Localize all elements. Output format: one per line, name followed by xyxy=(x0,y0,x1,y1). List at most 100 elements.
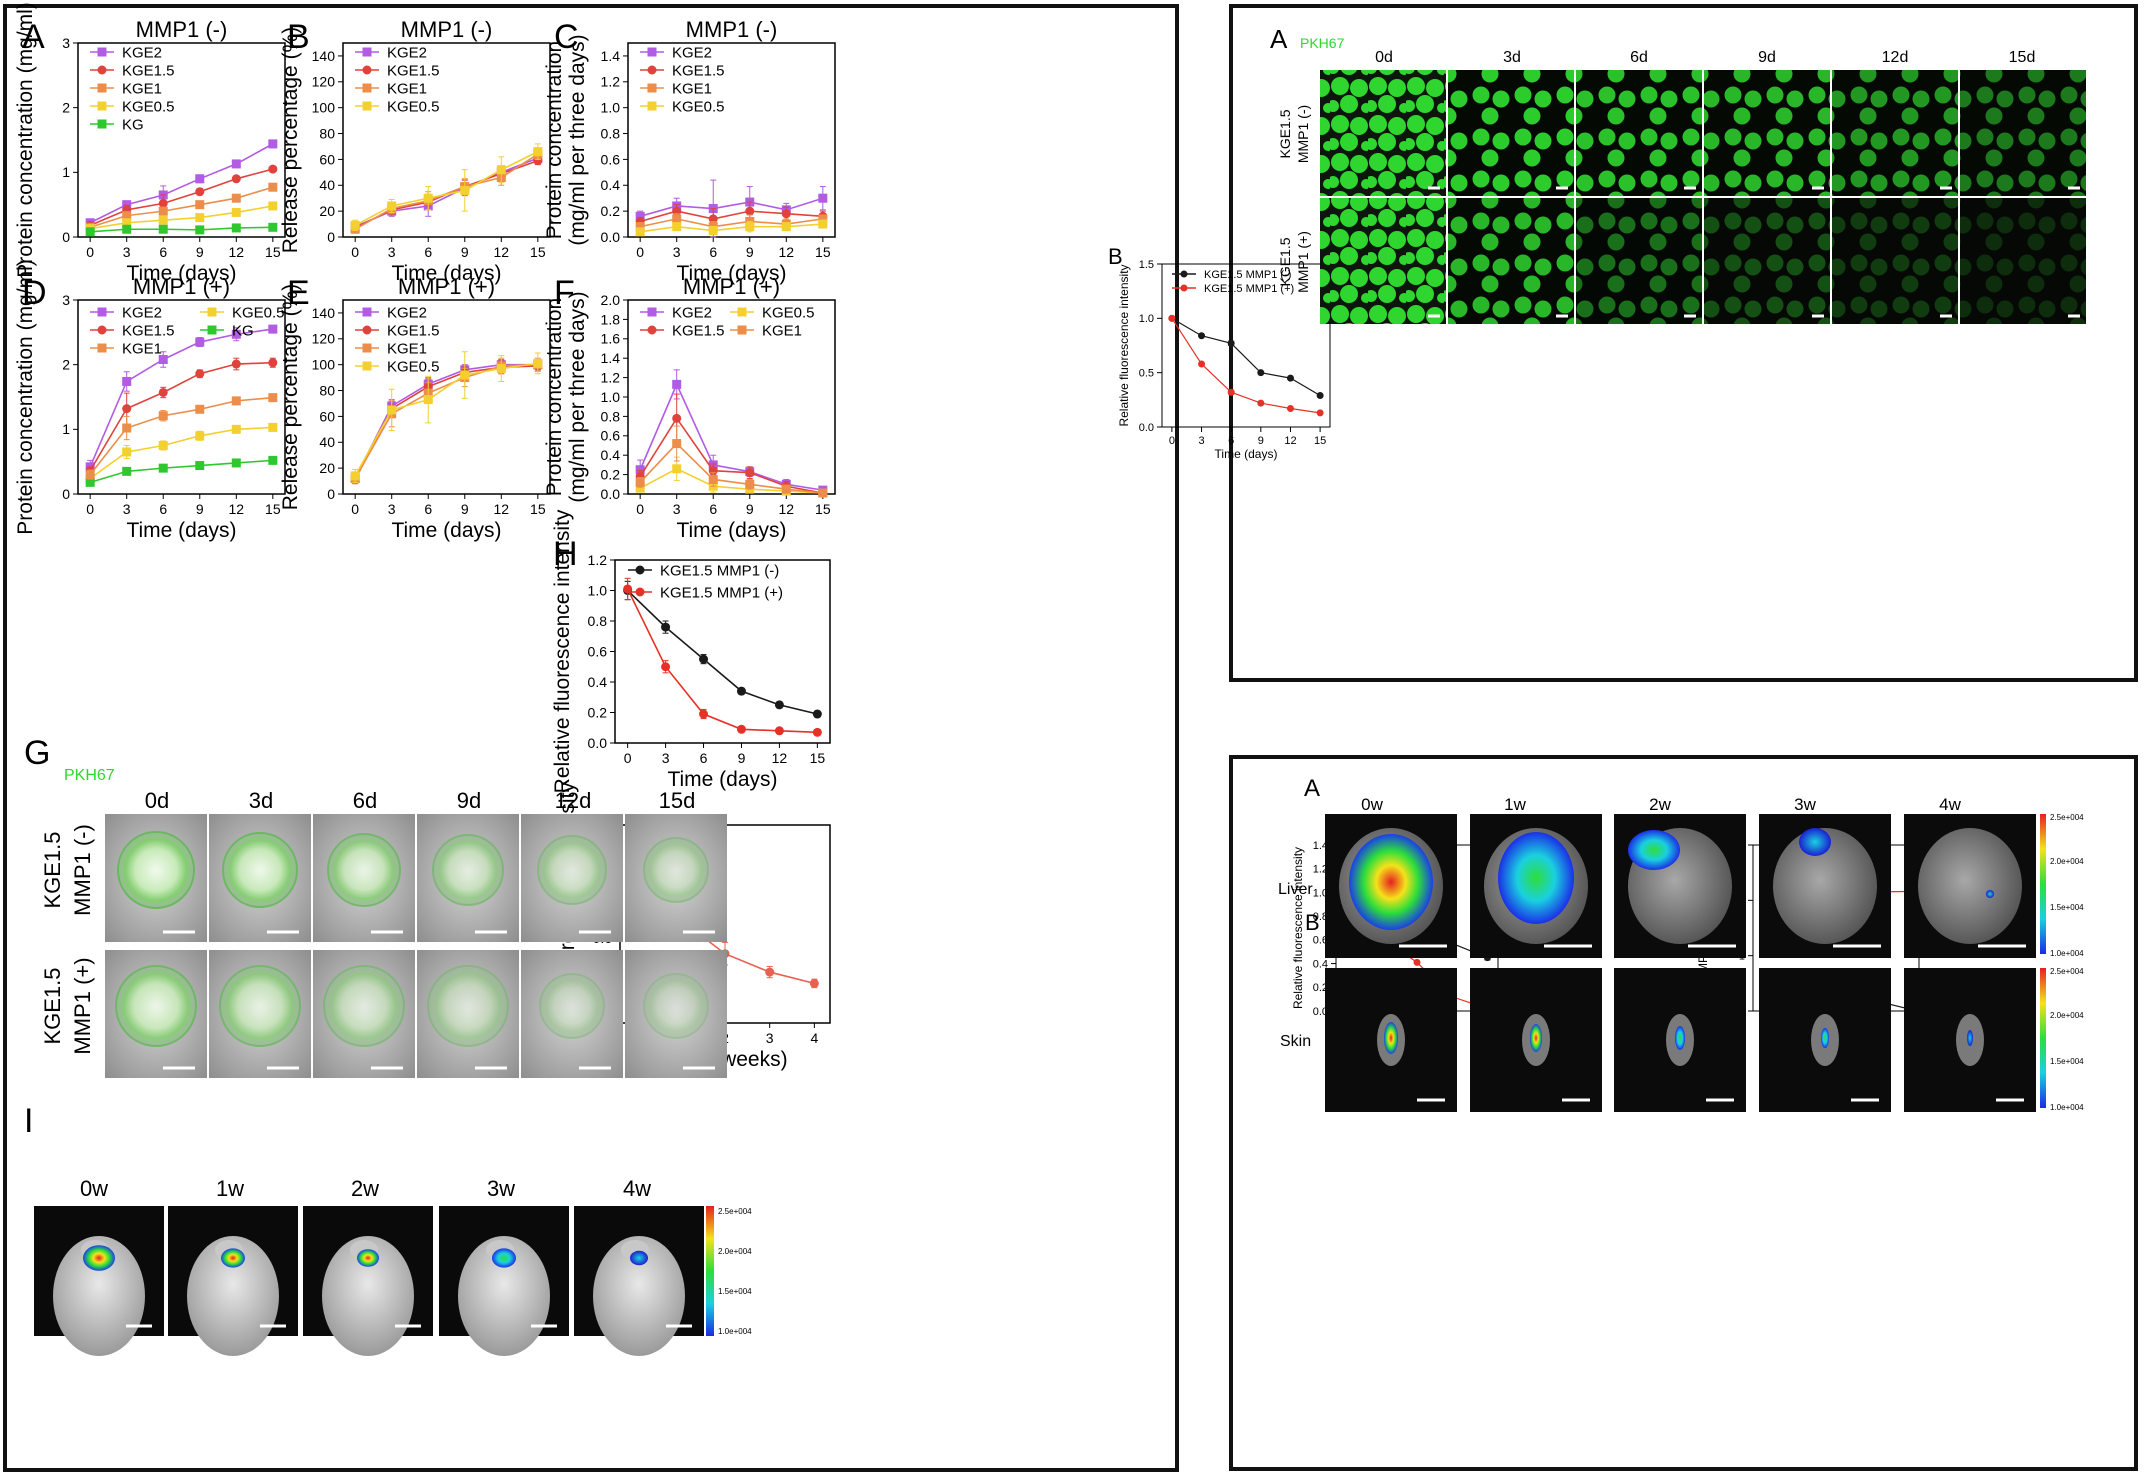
data-point xyxy=(672,464,682,474)
bioluminescence-signal xyxy=(630,1250,648,1266)
right-bottom-week-3: 3w xyxy=(1794,795,1816,814)
x-tick-label: 12 xyxy=(229,501,245,517)
data-point xyxy=(195,461,205,471)
y-tick-label: 1.2 xyxy=(601,74,621,90)
data-point xyxy=(765,967,775,977)
x-tick-label: 12 xyxy=(779,501,795,517)
data-point xyxy=(745,222,755,232)
data-point xyxy=(699,654,709,664)
x-tick-label: 9 xyxy=(196,244,204,260)
y-tick-label: 1.4 xyxy=(1313,840,1328,852)
x-tick-label: 0 xyxy=(624,750,632,766)
data-point xyxy=(496,165,506,175)
y-axis-label: Protein concentration (mg/ml) xyxy=(14,2,37,277)
y-tick-label: 3 xyxy=(62,35,70,51)
legend-label: KGE1 xyxy=(122,80,162,97)
data-point xyxy=(812,727,822,737)
panel-b-letter: B xyxy=(287,18,310,56)
data-point xyxy=(387,201,397,211)
mouse-body xyxy=(187,1236,279,1356)
data-point xyxy=(195,431,205,441)
series-line-KGE2 xyxy=(639,382,823,491)
data-point xyxy=(231,207,241,217)
y-tick-label: 60 xyxy=(319,151,335,167)
x-tick-label: 0 xyxy=(86,501,94,517)
hydrogel-disk xyxy=(116,966,196,1046)
data-point xyxy=(774,726,784,736)
plot-frame xyxy=(342,299,551,495)
x-tick-label: 6 xyxy=(709,501,717,517)
x-tick-label: 0 xyxy=(1169,435,1175,447)
panel-i-week-4: 4w xyxy=(623,1176,651,1201)
y-axis-label-line: Protein concentration xyxy=(543,41,566,239)
data-point xyxy=(809,978,819,988)
legend-marker xyxy=(635,587,645,597)
x-tick-label: 9 xyxy=(1258,435,1264,447)
right-a-image-grid xyxy=(1320,70,2086,324)
panel-g-letter: G xyxy=(24,734,50,772)
data-point xyxy=(672,413,682,423)
y-tick-label: 0.4 xyxy=(601,447,621,463)
series-line-KGE1.5 xyxy=(639,210,823,223)
series-line-KGE1 xyxy=(89,186,274,229)
chart-title: MMP1 (+) xyxy=(133,274,230,299)
legend-label: KGE2 xyxy=(387,304,427,321)
data-point xyxy=(1413,958,1421,966)
data-point xyxy=(460,185,470,195)
rb-cbar2-tick-3: 1.0e+004 xyxy=(2050,1103,2084,1112)
plot-frame xyxy=(77,299,286,495)
panel-g-row-2-line2: MMP1 (+) xyxy=(70,957,95,1054)
chart-title: MMP1 (+) xyxy=(398,274,495,299)
rb-cbar2-tick-1: 2.0e+004 xyxy=(2050,1011,2084,1020)
y-tick-label: 1.2 xyxy=(601,370,621,386)
series-line-KGE0.5 xyxy=(640,223,823,233)
data-point xyxy=(699,709,709,719)
x-tick-label: 6 xyxy=(700,750,708,766)
right-bottom-week-4: 4w xyxy=(1939,795,1961,814)
hydrogel-disk-rim xyxy=(539,973,605,1039)
liver-signal xyxy=(1628,830,1680,870)
data-point xyxy=(1198,332,1206,340)
data-point xyxy=(635,222,645,232)
x-tick-label: 9 xyxy=(746,501,754,517)
series-line-KGE1.5 xyxy=(89,168,274,227)
y-tick-label: 20 xyxy=(319,203,335,219)
right-a-day-1: 3d xyxy=(1503,49,1521,66)
legend-label: KGE1.5 MMP1 (-) xyxy=(1204,269,1291,281)
legend-marker xyxy=(97,343,107,353)
rb-cbar1-tick-0: 2.5e+004 xyxy=(2050,813,2084,822)
series-line-KGE0.5 xyxy=(90,205,273,230)
right-bottom-row-liver: Liver xyxy=(1278,881,1313,898)
microsphere-fluorescence xyxy=(1960,70,2086,196)
legend-marker xyxy=(97,65,107,75)
panel-i-week-2: 2w xyxy=(351,1176,379,1201)
right-bottom-week-0: 0w xyxy=(1361,795,1383,814)
x-tick-label: 3 xyxy=(662,750,670,766)
panel-g-day-2: 6d xyxy=(353,788,377,813)
y-axis-label-line: (mg/ml per three days) xyxy=(566,34,589,245)
legend-label: KGE2 xyxy=(672,304,712,321)
y-tick-label: 100 xyxy=(312,357,336,373)
legend-label: KGE0.5 xyxy=(122,98,175,115)
data-point xyxy=(812,709,822,719)
microsphere-fluorescence xyxy=(1832,198,1958,324)
panel-i-colorbar-tick-2: 1.5e+004 xyxy=(718,1287,752,1296)
data-point xyxy=(122,224,132,234)
data-point xyxy=(672,379,682,389)
panel-g-row-2-line1: KGE1.5 xyxy=(40,967,65,1044)
y-axis-label-line: Release percentage (%) xyxy=(279,27,302,253)
x-tick-label: 12 xyxy=(772,750,788,766)
series-line-KG xyxy=(90,226,273,233)
mouse-body xyxy=(593,1236,685,1356)
legend-label: KGE2 xyxy=(122,304,162,321)
liver-signal xyxy=(1986,890,1994,898)
hydrogel-disk-rim xyxy=(427,965,509,1047)
y-tick-label: 2 xyxy=(62,357,70,373)
legend-marker xyxy=(635,565,645,575)
series-line-KGE0.5 xyxy=(639,467,823,494)
series-line-KGE2 xyxy=(354,363,538,479)
hydrogel-disk xyxy=(324,966,404,1046)
